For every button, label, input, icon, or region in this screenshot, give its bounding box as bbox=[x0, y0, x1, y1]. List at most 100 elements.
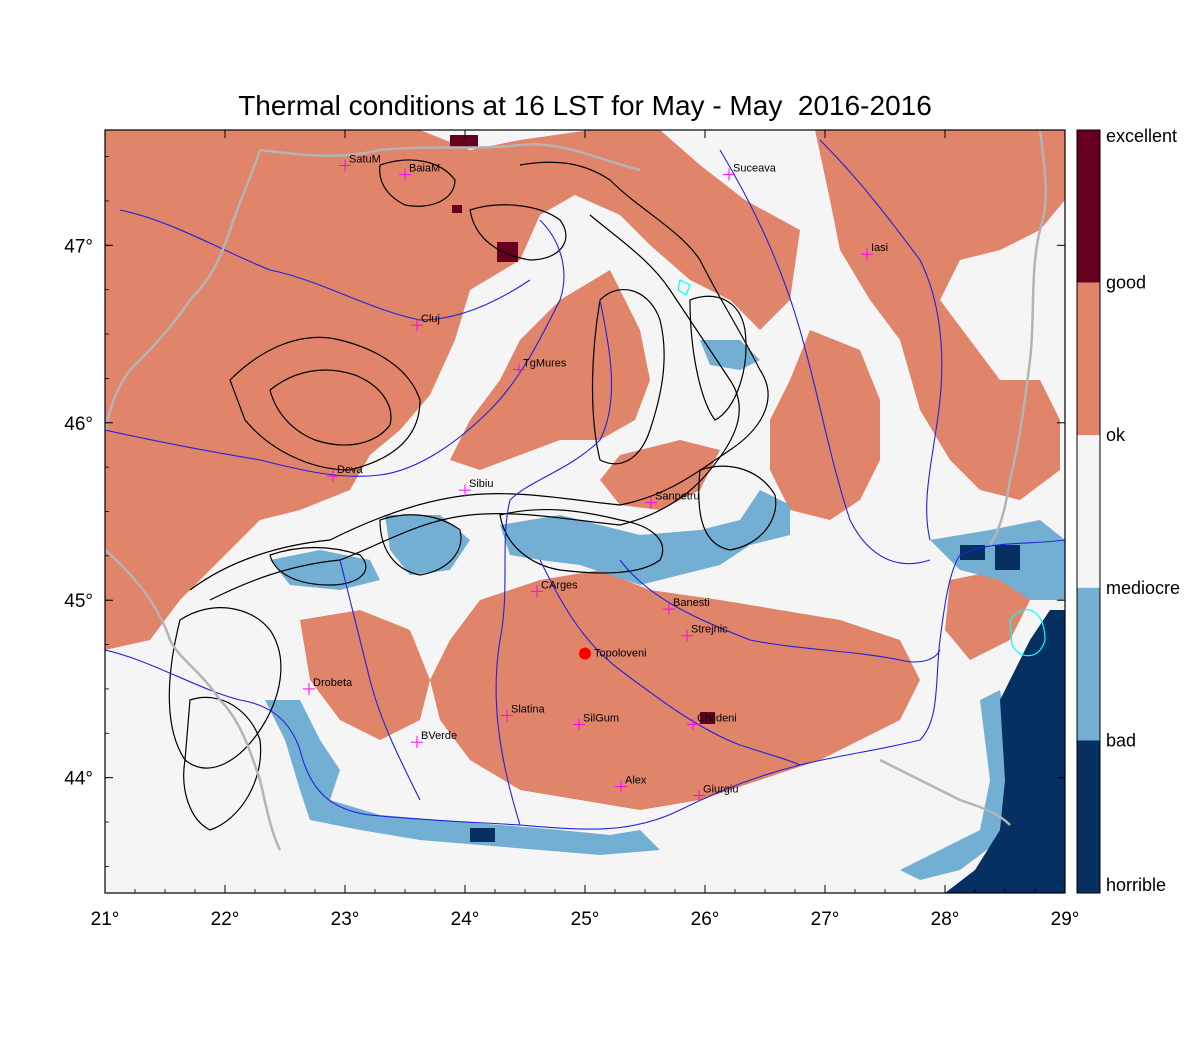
legend-swatch-0 bbox=[1077, 130, 1100, 283]
lake-bicaz bbox=[677, 279, 691, 296]
contour-harghita bbox=[689, 295, 747, 421]
contour-carpathian-outer bbox=[189, 161, 769, 591]
legend-colorbar: excellent good ok mediocre bad horrible bbox=[1076, 126, 1180, 895]
region-excellent-gutai bbox=[452, 205, 462, 213]
border-moldova bbox=[988, 130, 1047, 546]
y-tick-label: 46° bbox=[64, 414, 93, 435]
legend-label-mediocre: mediocre bbox=[1106, 578, 1180, 598]
contour-banat bbox=[168, 607, 282, 769]
region-good-moldova bbox=[770, 330, 880, 520]
city-label: Chiideni bbox=[697, 712, 737, 724]
excellent-regions bbox=[450, 135, 715, 724]
region-good-east bbox=[815, 130, 1065, 500]
city-chiideni: Chiideni bbox=[687, 712, 737, 731]
good-regions bbox=[105, 130, 1065, 810]
city-drobeta: Drobeta bbox=[303, 677, 353, 695]
city-bverde: BVerde bbox=[411, 730, 457, 749]
y-tick-label: 47° bbox=[64, 236, 93, 257]
highlight-site-marker bbox=[579, 647, 591, 660]
city-satum: SatuM bbox=[339, 153, 381, 172]
city-label: Sanpetru bbox=[655, 491, 700, 503]
city-banesti: Banesti bbox=[663, 597, 710, 616]
city-label: CArges bbox=[541, 579, 578, 591]
x-tick-label: 28° bbox=[931, 909, 960, 930]
contour-carpathian-inner bbox=[209, 214, 740, 601]
region-excellent-north bbox=[450, 135, 478, 148]
city-slatina: Slatina bbox=[501, 704, 546, 722]
legend-label-good: good bbox=[1106, 273, 1146, 293]
border-bulgaria bbox=[879, 758, 1011, 826]
city-alex: Alex bbox=[615, 775, 647, 793]
y-tick-label: 45° bbox=[64, 591, 93, 612]
region-excellent-wallachia bbox=[700, 712, 715, 724]
x-tick-label: 21° bbox=[91, 909, 120, 930]
city-label: SilGum bbox=[583, 712, 619, 724]
elevation-contours bbox=[168, 159, 777, 831]
x-tick-label: 27° bbox=[811, 909, 840, 930]
contour-retezat bbox=[269, 546, 367, 586]
city-label: Deva bbox=[337, 464, 364, 476]
city-label: Sibiu bbox=[469, 478, 493, 490]
contour-apuseni bbox=[229, 336, 421, 471]
city-strejnic: Strejnic bbox=[681, 624, 728, 642]
river-olt bbox=[495, 299, 613, 826]
river-danube bbox=[105, 539, 1065, 830]
x-tick-label: 23° bbox=[331, 909, 360, 930]
national-borders bbox=[105, 130, 1047, 851]
city-baiam: BaiaM bbox=[399, 162, 440, 181]
river-prut bbox=[819, 139, 943, 541]
region-horrible-delta-east bbox=[995, 545, 1020, 570]
region-good-dobrogea bbox=[945, 570, 1030, 660]
axes: 21° 22° 23° 24° 25° 26° 27° 28° 29° 44° 45° 46° 47° bbox=[64, 130, 1079, 930]
city-label: Banesti bbox=[673, 597, 710, 609]
contour-cindrel bbox=[379, 514, 462, 576]
map-title: Thermal conditions at 16 LST for May - M… bbox=[238, 90, 932, 121]
river-jiu bbox=[339, 559, 421, 801]
legend-label-bad: bad bbox=[1106, 730, 1136, 750]
city-label: Strejnic bbox=[691, 624, 728, 636]
contour-fagaras bbox=[499, 508, 664, 574]
region-mediocre-black-sea-coast bbox=[900, 690, 1010, 880]
region-good-west bbox=[105, 130, 800, 650]
river-arges bbox=[539, 559, 801, 766]
city-label: TgMures bbox=[523, 358, 567, 370]
legend-frame bbox=[1076, 129, 1101, 894]
region-mediocre-danube-band bbox=[265, 700, 660, 855]
y-tick-label: 44° bbox=[64, 769, 93, 790]
legend-swatch-1 bbox=[1077, 282, 1100, 436]
river-ialomita bbox=[619, 559, 941, 663]
x-tick-label: 29° bbox=[1051, 909, 1080, 930]
city-cluj: Cluj bbox=[411, 313, 440, 332]
contour-banat-south bbox=[183, 696, 262, 831]
border-serbia bbox=[105, 549, 282, 851]
city-silgum: SilGum bbox=[573, 712, 619, 731]
contour-gutai bbox=[379, 159, 456, 207]
river-siret bbox=[719, 149, 931, 565]
legend-label-horrible: horrible bbox=[1106, 875, 1166, 895]
lake-razim bbox=[1009, 609, 1046, 657]
region-horrible-danube-west bbox=[470, 828, 495, 842]
city-label: Cluj bbox=[421, 313, 440, 325]
city-label: Drobeta bbox=[313, 677, 353, 689]
legend-label-excellent: excellent bbox=[1106, 126, 1177, 146]
contour-curvature bbox=[698, 465, 777, 551]
city-iasi: Iasi bbox=[861, 242, 888, 261]
city-sibiu: Sibiu bbox=[459, 478, 493, 497]
region-mediocre-fagaras-west bbox=[385, 515, 470, 575]
x-tick-label: 25° bbox=[571, 909, 600, 930]
legend-swatch-3 bbox=[1077, 587, 1100, 741]
city-markers: SatuM BaiaM Suceava Iasi Cluj TgMures Deva Sibi… bbox=[303, 153, 888, 802]
city-label: BVerde bbox=[421, 730, 457, 742]
city-tgmures: TgMures bbox=[513, 358, 567, 376]
city-label: Suceava bbox=[733, 162, 777, 174]
thermal-class-regions bbox=[105, 130, 1065, 893]
legend-label-ok: ok bbox=[1106, 425, 1126, 445]
rivers bbox=[105, 139, 1065, 830]
region-mediocre-carpathians-south bbox=[500, 490, 790, 585]
city-giurgiu: Giurgiu bbox=[693, 783, 738, 802]
contour-eastern-arc bbox=[591, 289, 665, 465]
region-excellent-rodna bbox=[497, 242, 518, 262]
region-good-wallachia bbox=[430, 570, 920, 810]
region-horrible-coast bbox=[945, 610, 1065, 893]
